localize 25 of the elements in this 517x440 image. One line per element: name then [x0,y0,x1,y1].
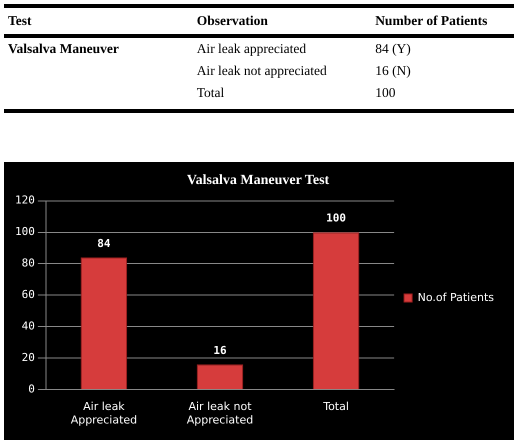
x-tick-label: Air leak Appreciated [70,400,138,426]
y-tick-label: 0 [28,382,35,396]
text: Observation [192,6,372,36]
text: 100 [371,82,514,111]
text: Air leak not appreciated [196,62,328,80]
text: Number of Patients [371,6,514,36]
y-tick-label: 20 [22,350,35,364]
text: Total [192,82,372,111]
text: 84 (Y) [374,40,412,58]
y-tick-label: 100 [14,225,35,238]
y-tick-label: 40 [22,320,35,333]
text: Air leak appreciated [196,40,308,58]
x-tick-label: Air leak not Appreciated [186,400,254,426]
text: Test [4,6,193,36]
data-label: 100 [326,212,346,225]
text: 16 (N) [374,62,412,80]
data-label: 84 [97,236,111,250]
y-tick-label: 60 [22,288,35,302]
x-tick-label: Total [322,400,349,414]
legend-label: No.of Patients [418,290,494,304]
chart-title: Valsalva Maneuver Test [186,173,330,188]
data-label: 16 [213,344,227,357]
text: Valsalva Maneuver [7,40,120,58]
y-tick-label: 80 [22,256,35,270]
y-tick-label: 120 [14,194,35,207]
